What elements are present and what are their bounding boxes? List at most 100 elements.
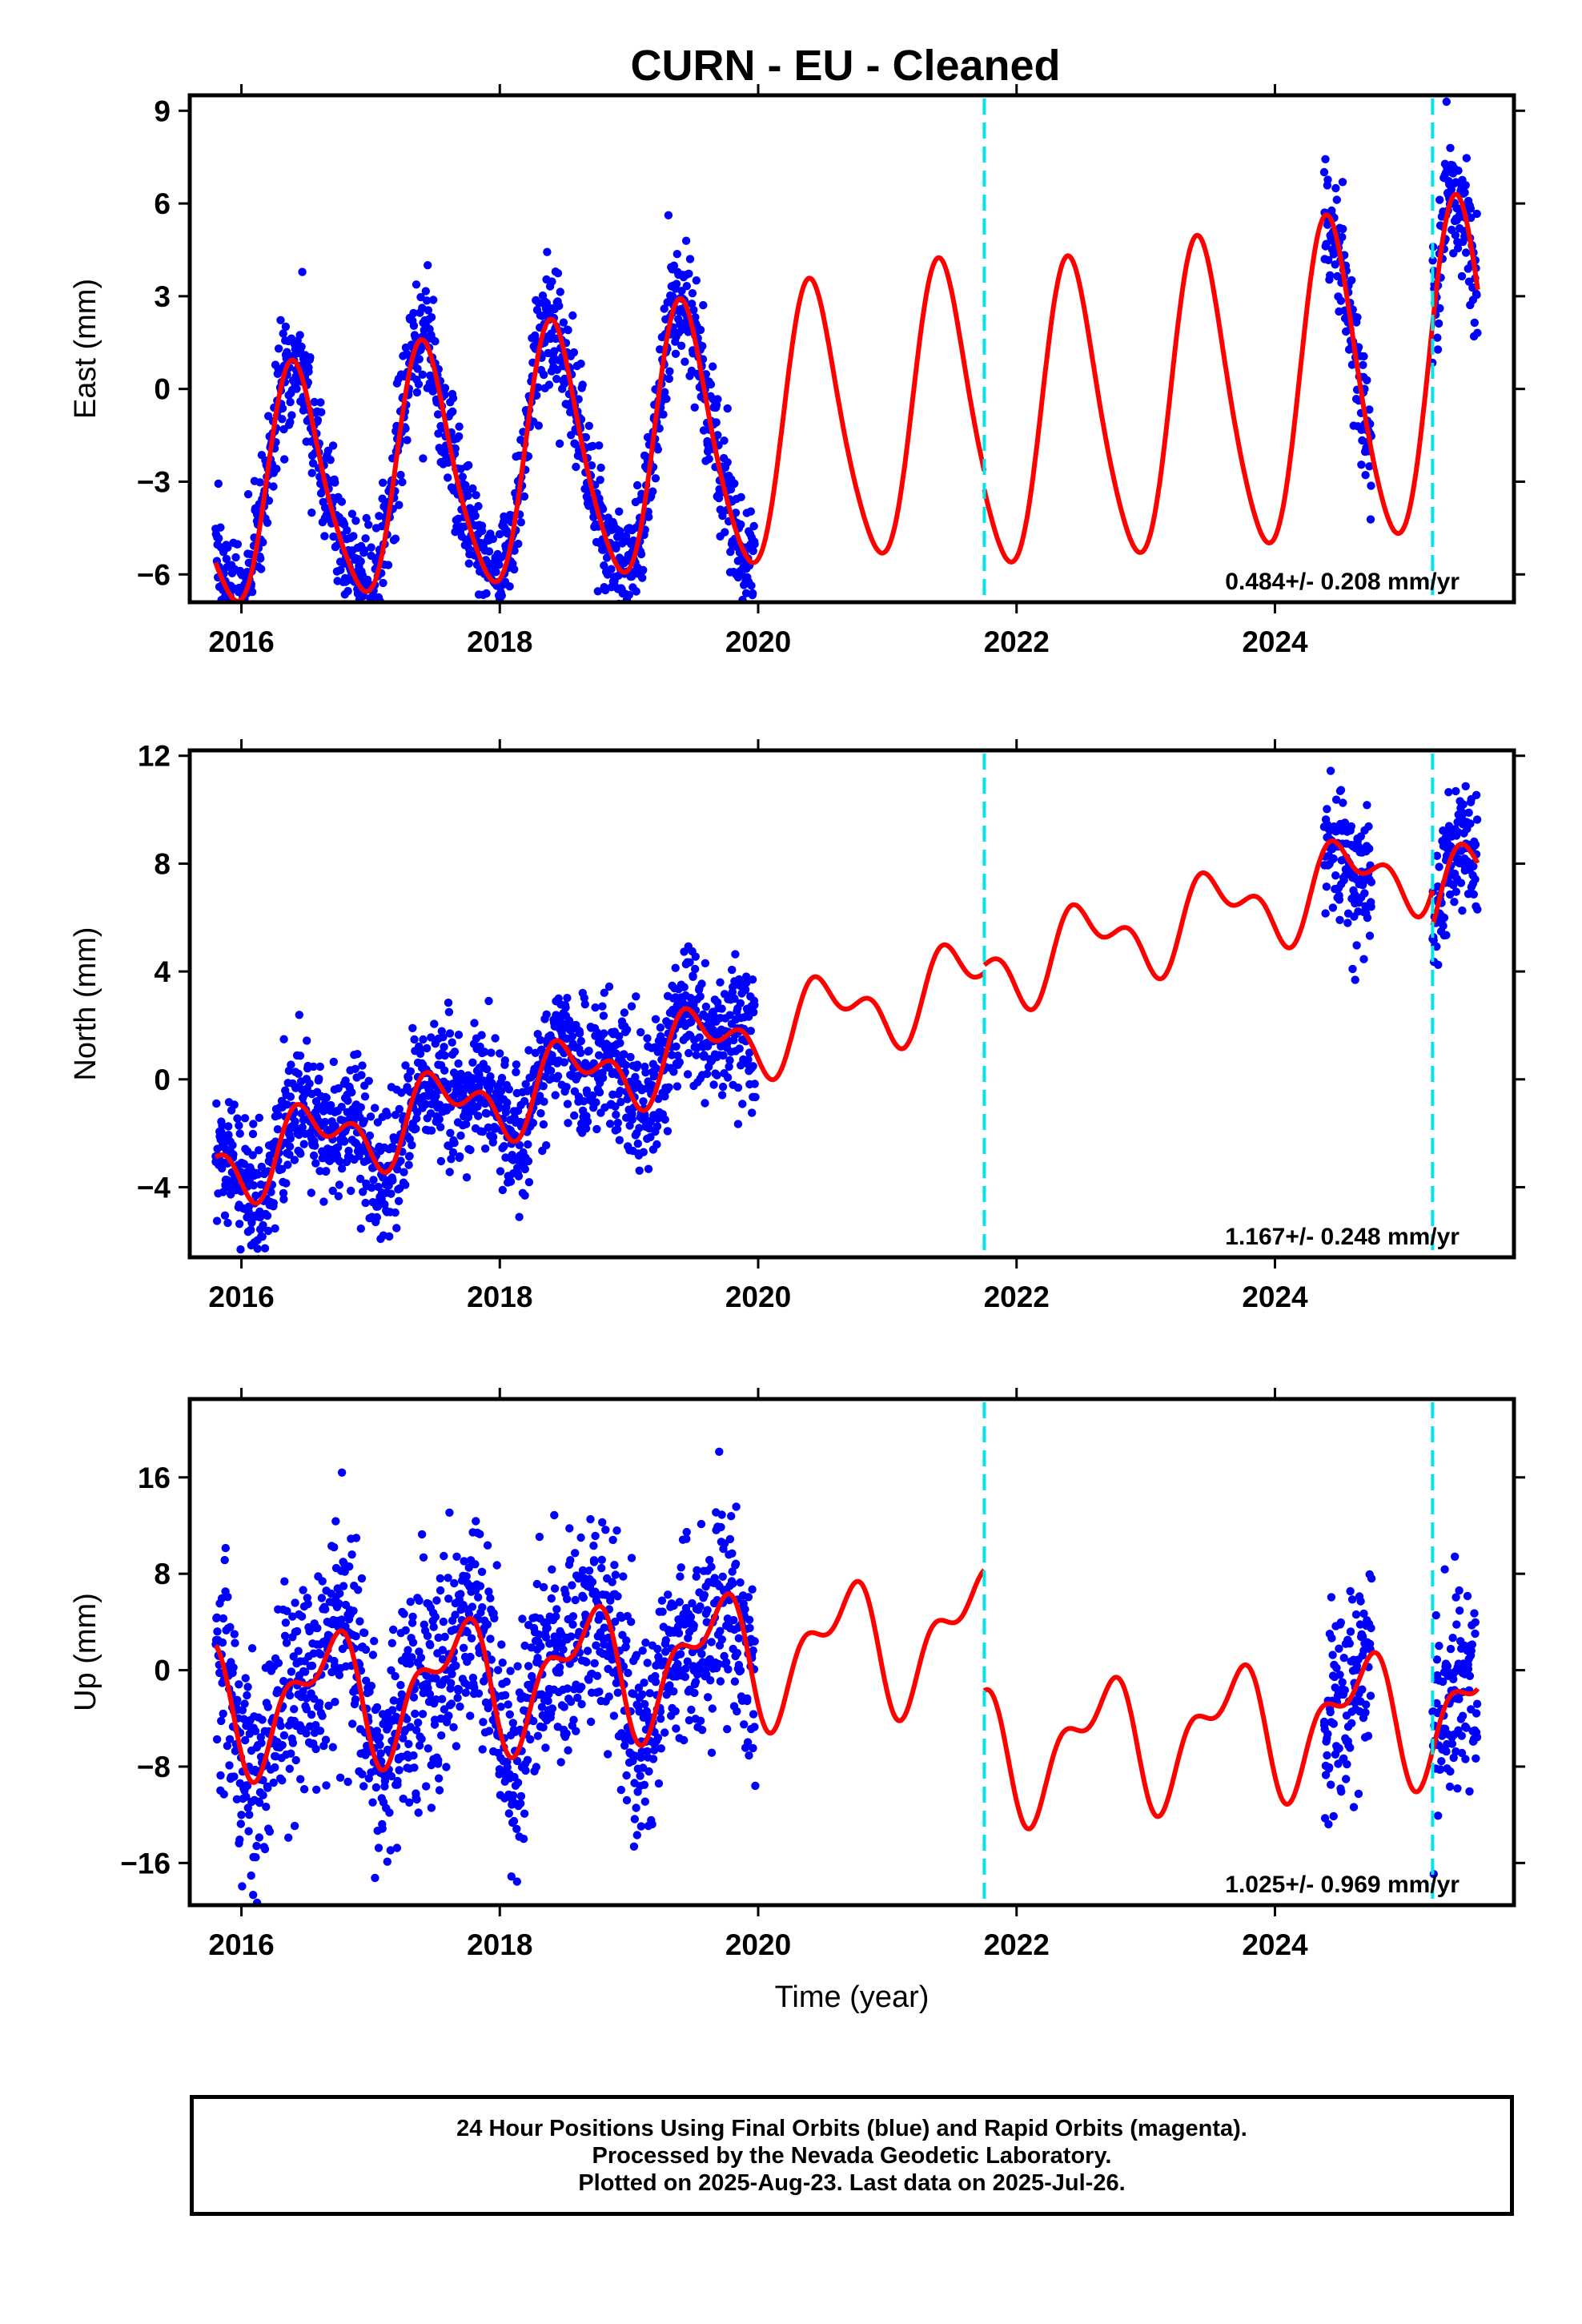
data-point <box>556 1758 565 1767</box>
data-point <box>439 1617 448 1626</box>
data-point <box>464 1112 473 1122</box>
data-point <box>664 1590 673 1599</box>
data-point <box>673 1051 682 1060</box>
data-point <box>283 1160 292 1169</box>
data-point <box>1356 832 1366 841</box>
data-point <box>634 1683 644 1692</box>
data-point <box>409 308 418 318</box>
data-point <box>328 441 338 450</box>
data-point <box>404 1074 413 1083</box>
data-point <box>488 607 496 615</box>
data-point <box>749 521 758 531</box>
data-point <box>400 1168 408 1176</box>
data-point <box>311 1744 320 1754</box>
data-point <box>627 610 635 618</box>
data-point <box>427 1033 436 1042</box>
data-point <box>251 1191 260 1200</box>
data-point <box>643 1659 652 1667</box>
data-point <box>249 1891 258 1900</box>
data-point <box>287 1060 295 1069</box>
data-point <box>661 1115 669 1124</box>
data-point <box>516 518 525 527</box>
data-point <box>1446 1644 1456 1654</box>
data-point <box>276 1721 285 1731</box>
data-point <box>543 1623 552 1633</box>
data-point <box>1442 931 1451 939</box>
data-point <box>238 1882 247 1891</box>
data-point <box>1439 922 1447 931</box>
data-point <box>349 532 358 541</box>
data-point <box>214 479 223 489</box>
data-point <box>1467 1647 1476 1655</box>
data-point <box>269 1778 278 1787</box>
data-point <box>279 1731 289 1740</box>
data-point <box>315 1727 325 1735</box>
data-point <box>331 1698 339 1707</box>
data-point <box>409 1693 419 1702</box>
data-point <box>353 1050 362 1059</box>
data-point <box>315 1699 324 1707</box>
data-point <box>279 1188 288 1198</box>
data-point <box>713 1071 721 1080</box>
data-point <box>1362 1700 1371 1709</box>
data-point <box>535 1532 544 1542</box>
data-point <box>583 1117 592 1126</box>
data-point <box>576 360 585 368</box>
data-point <box>334 1143 343 1152</box>
data-point <box>576 1036 585 1046</box>
data-point <box>262 1803 271 1811</box>
data-point <box>691 964 700 974</box>
data-point <box>718 1572 727 1582</box>
data-point <box>360 1092 370 1101</box>
data-point <box>605 1120 615 1128</box>
data-point <box>535 1092 544 1100</box>
data-point <box>695 1033 704 1042</box>
data-point <box>358 1061 367 1070</box>
data-point <box>682 282 691 291</box>
data-point <box>313 1623 322 1633</box>
data-point <box>427 313 436 322</box>
data-point <box>652 1140 661 1149</box>
data-point <box>747 581 756 590</box>
data-point <box>528 1119 538 1128</box>
data-point <box>663 1127 673 1136</box>
data-point <box>730 1677 740 1686</box>
data-point <box>611 1570 620 1579</box>
data-point <box>1347 1595 1357 1604</box>
data-point <box>444 473 452 482</box>
data-point <box>698 342 707 351</box>
data-point <box>290 1821 299 1831</box>
data-point <box>295 1051 305 1060</box>
data-point <box>702 1618 711 1626</box>
data-point <box>282 1638 291 1647</box>
data-point <box>1443 1662 1452 1671</box>
data-point <box>462 1173 472 1182</box>
data-point <box>313 416 323 424</box>
data-point <box>1338 232 1347 242</box>
data-point <box>307 1710 316 1719</box>
data-point <box>707 1638 716 1647</box>
data-point <box>279 1195 288 1204</box>
data-point <box>651 1678 661 1687</box>
data-point <box>223 1218 232 1228</box>
data-point <box>615 1031 624 1041</box>
data-point <box>1452 887 1461 896</box>
data-point <box>523 1755 532 1764</box>
y-tick-label: −4 <box>137 1171 171 1204</box>
data-point <box>447 1155 456 1164</box>
data-point <box>362 1676 371 1685</box>
data-point <box>665 374 673 384</box>
data-point <box>379 1173 387 1182</box>
data-point <box>597 1555 606 1565</box>
data-point <box>490 1614 499 1623</box>
data-point <box>691 1678 701 1687</box>
footer-line-2: Processed by the Nevada Geodetic Laborat… <box>592 2142 1112 2169</box>
rate-label: 1.167+/- 0.248 mm/yr <box>1225 1224 1460 1250</box>
data-point <box>661 1728 669 1737</box>
data-point <box>616 1097 625 1107</box>
data-point <box>504 1700 512 1709</box>
footer-line-3: Plotted on 2025-Aug-23. Last data on 202… <box>578 2169 1126 2196</box>
data-point <box>431 337 440 346</box>
data-point <box>298 1123 307 1132</box>
data-point <box>677 1563 685 1572</box>
